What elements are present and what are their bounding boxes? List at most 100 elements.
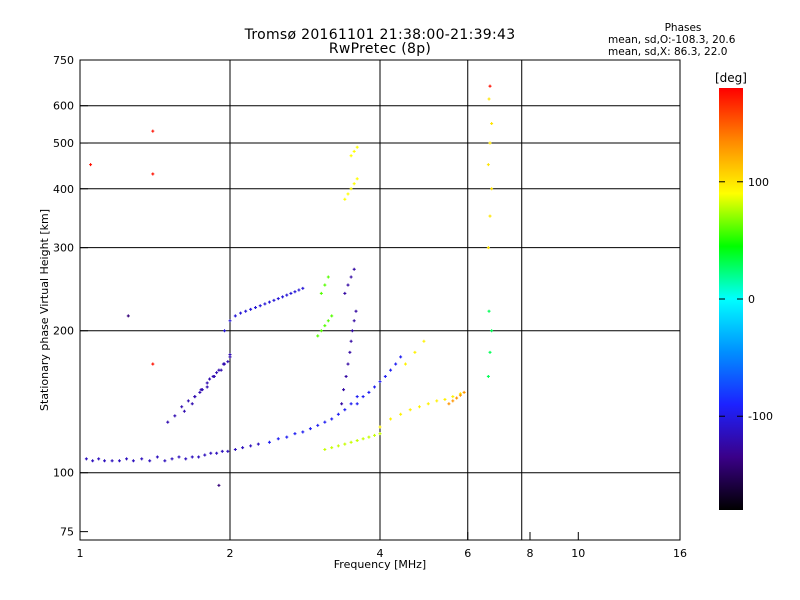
data-point — [205, 381, 209, 385]
data-point — [316, 334, 320, 338]
data-point — [182, 409, 186, 413]
data-point — [488, 350, 492, 354]
data-point — [215, 451, 219, 455]
data-point — [319, 329, 323, 333]
colorbar-tick-label: -100 — [748, 410, 773, 423]
data-point — [344, 374, 348, 378]
data-point — [394, 362, 398, 366]
data-point — [326, 319, 330, 323]
data-point — [355, 177, 359, 181]
data-point — [403, 362, 407, 366]
data-point — [166, 420, 170, 424]
y-tick-label: 200 — [53, 325, 74, 338]
data-point — [219, 368, 223, 372]
data-point — [276, 297, 280, 301]
data-point — [180, 405, 184, 409]
data-point — [367, 390, 371, 394]
data-point — [346, 192, 350, 196]
data-point — [148, 459, 152, 463]
data-point — [451, 395, 455, 399]
data-point — [209, 451, 213, 455]
data-point — [263, 302, 267, 306]
data-point — [289, 291, 293, 295]
data-point — [486, 374, 490, 378]
data-point — [319, 291, 323, 295]
data-point — [435, 399, 439, 403]
x-tick-label: 2 — [227, 547, 234, 560]
data-point — [346, 362, 350, 366]
data-point — [349, 275, 353, 279]
data-point — [354, 309, 358, 313]
data-point — [308, 427, 312, 431]
data-point — [316, 423, 320, 427]
x-tick-label: 10 — [571, 547, 585, 560]
data-point — [323, 420, 327, 424]
data-point — [241, 446, 245, 450]
data-point — [336, 444, 340, 448]
data-point — [117, 459, 121, 463]
data-point — [249, 307, 253, 311]
data-point — [488, 84, 492, 88]
data-point — [163, 459, 167, 463]
data-point — [84, 457, 88, 461]
data-point — [203, 453, 207, 457]
y-tick-label: 500 — [53, 137, 74, 150]
x-axis-ticks: 1 2 4 6 8 10 16 — [77, 532, 687, 560]
data-point — [487, 97, 491, 101]
data-point — [173, 414, 177, 418]
data-point — [151, 362, 155, 366]
data-point — [389, 417, 393, 421]
data-point — [151, 172, 155, 176]
data-point — [355, 145, 359, 149]
data-point — [378, 380, 382, 384]
data-point — [293, 432, 297, 436]
data-point — [350, 329, 354, 333]
data-point — [155, 455, 159, 459]
data-point — [443, 397, 447, 401]
data-point — [186, 399, 190, 403]
data-point — [226, 360, 230, 364]
data-point — [200, 388, 204, 392]
data-point — [177, 455, 181, 459]
data-point — [110, 459, 114, 463]
data-point — [487, 309, 491, 313]
data-point — [97, 457, 101, 461]
data-point — [426, 402, 430, 406]
data-point — [352, 267, 356, 271]
data-point — [125, 457, 129, 461]
data-point — [330, 446, 334, 450]
data-point — [301, 430, 305, 434]
data-point — [486, 163, 490, 167]
data-point — [355, 439, 359, 443]
data-point — [272, 298, 276, 302]
data-point — [323, 283, 327, 287]
data-point — [361, 437, 365, 441]
data-point — [140, 457, 144, 461]
x-axis-label: Frequency [MHz] — [334, 558, 426, 571]
data-point — [352, 182, 356, 186]
data-point — [212, 374, 216, 378]
data-point — [343, 197, 347, 201]
data-point — [190, 402, 194, 406]
colorbar-tick-label: 100 — [748, 176, 769, 189]
data-point — [488, 141, 492, 145]
data-point — [170, 457, 174, 461]
data-point — [226, 449, 230, 453]
data-point — [349, 440, 353, 444]
data-point — [462, 390, 466, 394]
data-point — [343, 408, 347, 412]
data-point — [126, 314, 130, 318]
data-point — [490, 122, 494, 126]
data-point — [352, 319, 356, 323]
data-points — [84, 84, 494, 487]
data-point — [276, 437, 280, 441]
data-point — [378, 425, 382, 429]
data-point — [367, 435, 371, 439]
data-point — [340, 402, 344, 406]
data-point — [355, 402, 359, 406]
data-point — [490, 187, 494, 191]
colorbar: [deg] 100 0 -100 — [715, 71, 773, 510]
data-point — [89, 163, 93, 167]
data-point — [323, 324, 327, 328]
